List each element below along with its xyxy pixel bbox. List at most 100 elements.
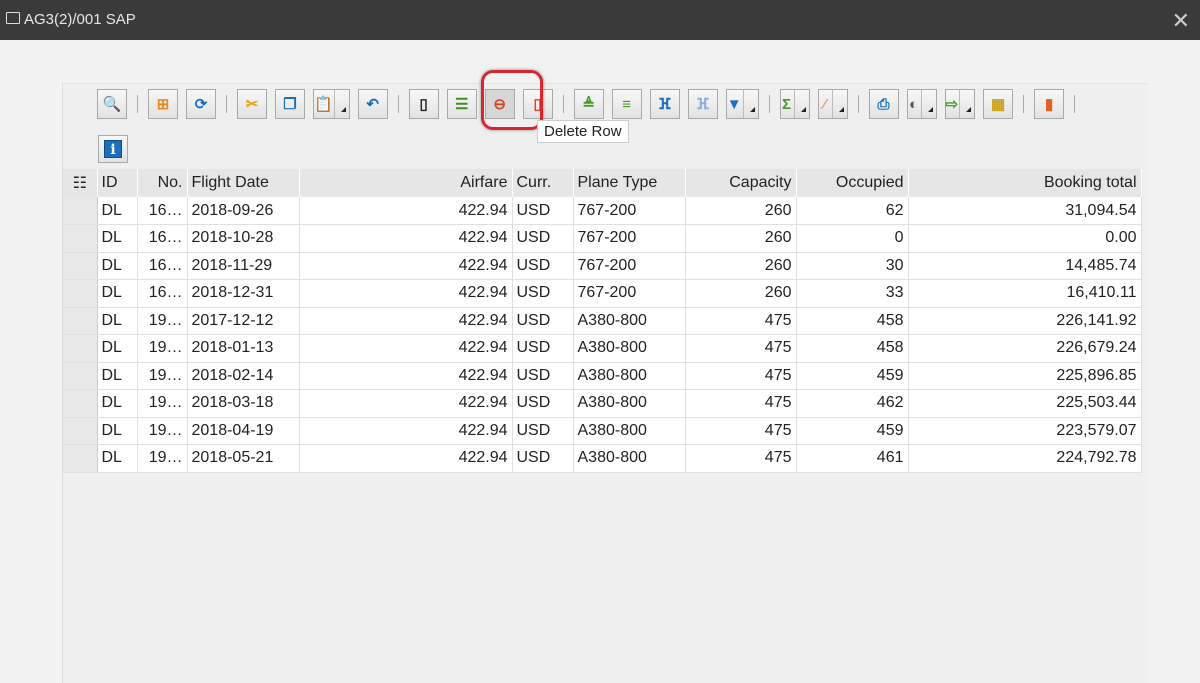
table-cell[interactable]: 19… <box>137 362 188 390</box>
table-row[interactable]: DL 19… 2018-04-19 422.94 USD A380-800 475 459 22… <box>63 417 1142 445</box>
table-cell[interactable]: 225,503.44 <box>908 389 1142 418</box>
table-cell[interactable]: 458 <box>796 334 909 363</box>
table-cell[interactable]: DL <box>97 197 138 225</box>
table-cell[interactable]: 475 <box>685 444 797 473</box>
table-cell[interactable]: 224,792.78 <box>908 444 1142 473</box>
row-selector[interactable] <box>63 224 98 253</box>
table-cell[interactable]: 422.94 <box>299 362 513 390</box>
table-cell[interactable]: 767-200 <box>573 279 686 308</box>
table-cell[interactable]: DL <box>97 417 138 445</box>
table-cell[interactable]: 475 <box>685 334 797 363</box>
table-cell[interactable]: 2018-04-19 <box>187 417 300 445</box>
dropdown-arrow-icon[interactable] <box>340 107 346 112</box>
table-cell[interactable]: DL <box>97 307 138 335</box>
views-button[interactable]: ◐ <box>906 89 937 119</box>
sum-button[interactable]: Σ <box>779 89 810 119</box>
layout-button[interactable]: ▦ <box>983 89 1014 119</box>
column-header[interactable]: Capacity <box>685 169 797 197</box>
column-header[interactable]: Booking total <box>908 169 1142 197</box>
column-header[interactable]: Occupied <box>796 169 909 197</box>
dropdown-arrow-icon[interactable] <box>838 107 844 112</box>
table-cell[interactable]: 767-200 <box>573 197 686 225</box>
table-cell[interactable]: 19… <box>137 417 188 445</box>
table-cell[interactable]: 422.94 <box>299 417 513 445</box>
check-button[interactable]: ⊞ <box>148 89 178 119</box>
table-cell[interactable]: 260 <box>685 224 797 253</box>
table-cell[interactable]: 422.94 <box>299 197 513 225</box>
table-cell[interactable]: 475 <box>685 417 797 445</box>
table-cell[interactable]: USD <box>512 417 574 445</box>
table-cell[interactable]: A380-800 <box>573 362 686 390</box>
table-cell[interactable]: DL <box>97 252 138 280</box>
table-cell[interactable]: 2018-10-28 <box>187 224 300 253</box>
table-cell[interactable]: USD <box>512 279 574 308</box>
table-cell[interactable]: 2018-05-21 <box>187 444 300 473</box>
table-cell[interactable]: 475 <box>685 389 797 418</box>
table-row[interactable]: DL 19… 2018-03-18 422.94 USD A380-800 475 462 22… <box>63 389 1142 418</box>
cut-button[interactable]: ✂ <box>237 89 267 119</box>
table-cell[interactable]: 461 <box>796 444 909 473</box>
find-next-button[interactable]: ⴼ <box>687 89 718 119</box>
table-cell[interactable]: 226,141.92 <box>908 307 1142 335</box>
table-cell[interactable]: 19… <box>137 444 188 473</box>
table-cell[interactable]: 422.94 <box>299 252 513 280</box>
table-cell[interactable]: USD <box>512 307 574 335</box>
refresh-button[interactable]: ⟳ <box>186 89 216 119</box>
table-cell[interactable]: 0.00 <box>908 224 1142 253</box>
table-cell[interactable]: 767-200 <box>573 224 686 253</box>
row-selector[interactable] <box>63 389 98 418</box>
row-selector[interactable] <box>63 334 98 363</box>
sort-ascending-button[interactable]: ≜ <box>573 89 604 119</box>
table-cell[interactable]: 2018-03-18 <box>187 389 300 418</box>
subtotals-button[interactable]: ⁄ <box>817 89 848 119</box>
table-cell[interactable]: DL <box>97 389 138 418</box>
row-selector[interactable] <box>63 252 98 280</box>
table-cell[interactable]: 260 <box>685 279 797 308</box>
table-cell[interactable]: 459 <box>796 362 909 390</box>
dropdown-arrow-icon[interactable] <box>749 107 755 112</box>
export-button[interactable]: ⇨ <box>944 89 976 119</box>
row-selector[interactable] <box>63 279 98 308</box>
copy-button[interactable]: ❐ <box>275 89 305 119</box>
table-cell[interactable]: 19… <box>137 307 188 335</box>
table-cell[interactable]: 19… <box>137 389 188 418</box>
table-cell[interactable]: 30 <box>796 252 909 280</box>
table-cell[interactable]: USD <box>512 444 574 473</box>
table-cell[interactable]: USD <box>512 197 574 225</box>
table-cell[interactable]: 0 <box>796 224 909 253</box>
dropdown-arrow-icon[interactable] <box>927 107 933 112</box>
table-cell[interactable]: 422.94 <box>299 279 513 308</box>
table-cell[interactable]: DL <box>97 444 138 473</box>
column-header[interactable]: No. <box>137 169 188 197</box>
table-cell[interactable]: 2018-11-29 <box>187 252 300 280</box>
table-cell[interactable]: 475 <box>685 362 797 390</box>
row-selector[interactable] <box>63 362 98 390</box>
info-button[interactable]: i <box>98 135 128 163</box>
row-selector[interactable] <box>63 307 98 335</box>
table-cell[interactable]: 16… <box>137 197 188 225</box>
table-cell[interactable]: 459 <box>796 417 909 445</box>
table-cell[interactable]: A380-800 <box>573 389 686 418</box>
table-cell[interactable]: 225,896.85 <box>908 362 1142 390</box>
table-row[interactable]: DL 16… 2018-11-29 422.94 USD 767-200 260 30 14,4… <box>63 252 1142 280</box>
table-cell[interactable]: 475 <box>685 307 797 335</box>
column-header[interactable]: Curr. <box>512 169 574 197</box>
table-cell[interactable]: 16,410.11 <box>908 279 1142 308</box>
row-selector[interactable] <box>63 197 98 225</box>
table-cell[interactable]: 14,485.74 <box>908 252 1142 280</box>
column-header[interactable]: ID <box>97 169 138 197</box>
layout-selector-icon[interactable]: ☷ <box>63 169 98 197</box>
table-cell[interactable]: 2018-01-13 <box>187 334 300 363</box>
table-row[interactable]: DL 16… 2018-10-28 422.94 USD 767-200 260 0 0.00 <box>63 224 1142 253</box>
table-cell[interactable]: DL <box>97 224 138 253</box>
table-cell[interactable]: USD <box>512 389 574 418</box>
table-cell[interactable]: DL <box>97 334 138 363</box>
table-cell[interactable]: 16… <box>137 279 188 308</box>
row-selector[interactable] <box>63 444 98 473</box>
table-cell[interactable]: A380-800 <box>573 444 686 473</box>
table-cell[interactable]: 458 <box>796 307 909 335</box>
undo-button[interactable]: ↶ <box>357 89 388 119</box>
table-row[interactable]: DL 16… 2018-12-31 422.94 USD 767-200 260 33 16,4… <box>63 279 1142 308</box>
table-cell[interactable]: A380-800 <box>573 417 686 445</box>
table-cell[interactable]: 2017-12-12 <box>187 307 300 335</box>
